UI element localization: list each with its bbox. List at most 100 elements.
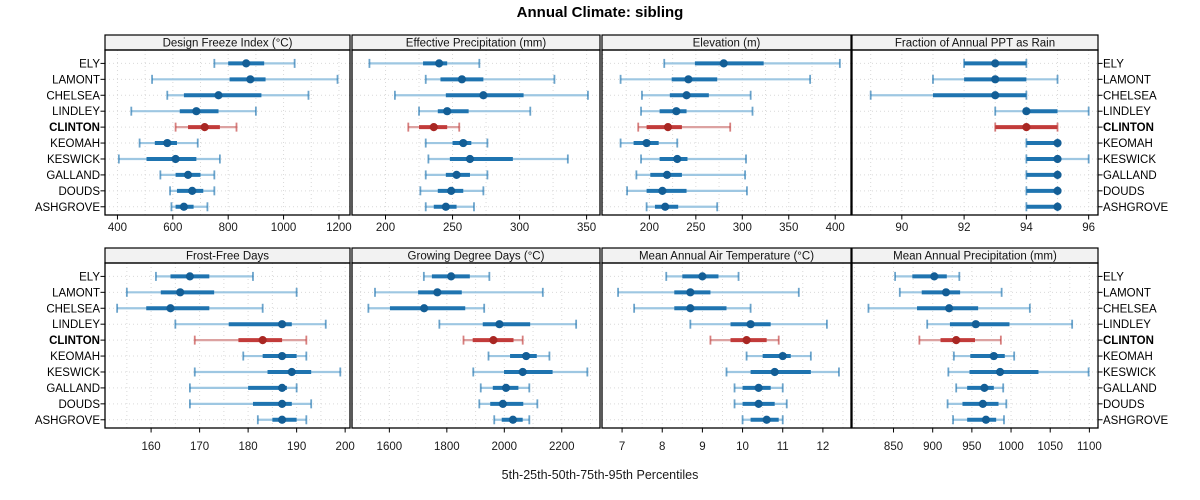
tick-label: 1000 — [271, 222, 297, 234]
panel-mean-annual-air-temp: Mean Annual Air Temperature (°C) 7 8 9 10 11 1… — [601, 247, 852, 453]
median-dot — [200, 123, 209, 132]
site-label-ely: ELY — [79, 58, 100, 70]
tick-label: 7 — [619, 441, 625, 453]
median-dot — [746, 320, 755, 329]
tick-label: 1800 — [434, 441, 460, 453]
percentile-range-chelsea — [867, 303, 1031, 313]
median-dot — [433, 288, 442, 297]
site-label-lindley: LINDLEY — [52, 319, 100, 331]
median-dot — [420, 304, 429, 313]
percentile-range-galland — [1025, 170, 1062, 180]
tick-label: 1200 — [326, 222, 352, 234]
percentile-range-ashgrove — [741, 415, 784, 425]
median-dot — [1053, 186, 1062, 195]
percentile-range-keomah — [1025, 138, 1062, 148]
tick-label: 200 — [376, 222, 395, 234]
median-dot — [673, 154, 682, 164]
tick-label: 400 — [826, 222, 845, 234]
site-label-ely: ELY — [79, 271, 100, 283]
site-label-keswick: KESWICK — [1103, 154, 1156, 166]
median-dot — [1053, 138, 1062, 148]
median-dot — [242, 59, 251, 68]
percentile-range-chelsea — [166, 90, 310, 100]
strip-title-design-freeze-index: Design Freeze Index (°C) — [163, 38, 293, 50]
median-dot — [495, 320, 504, 329]
site-label-lindley: LINDLEY — [1103, 106, 1151, 118]
percentile-range-galland — [635, 170, 746, 180]
median-dot — [642, 138, 651, 148]
site-label-keswick: KESWICK — [47, 154, 100, 166]
tick-label: 900 — [923, 441, 942, 453]
percentile-range-chelsea — [633, 303, 752, 313]
panel-fraction-ppt-rain: Fraction of Annual PPT as Rain 90 92 94 96 — [851, 34, 1103, 234]
panel-border — [601, 262, 852, 429]
percentile-range-keswick — [640, 154, 747, 164]
tick-label: 11 — [777, 441, 789, 453]
median-dot — [995, 367, 1005, 377]
median-dot — [277, 383, 287, 393]
panel-border — [351, 49, 601, 216]
tick-label: 190 — [287, 441, 306, 453]
median-dot — [754, 383, 763, 393]
x-axis-mean-annual-precip: 850 900 950 1000 1050 1100 — [884, 275, 1103, 453]
tick-label: 300 — [733, 222, 752, 234]
median-dot — [686, 288, 695, 297]
percentile-range-douds — [478, 399, 539, 409]
percentile-range-chelsea — [116, 303, 264, 313]
median-dot — [661, 202, 670, 211]
percentile-range-clinton — [918, 335, 1002, 345]
tick-label: 92 — [958, 222, 971, 234]
tick-label: 350 — [577, 222, 596, 234]
x-axis-effective-precipitation: 200 250 300 350 — [376, 215, 596, 234]
median-dot — [663, 123, 673, 132]
site-label-lamont: LAMONT — [52, 74, 100, 86]
median-dot — [518, 367, 527, 377]
tick-label: 9 — [699, 441, 705, 453]
panel-border — [104, 49, 351, 216]
median-dot — [192, 107, 201, 116]
site-label-keomah: KEOMAH — [1103, 351, 1153, 363]
percentile-range-keomah — [242, 351, 308, 361]
site-label-clinton: CLINTON — [49, 335, 100, 347]
percentile-range-douds — [1025, 186, 1062, 196]
percentile-range-lindley — [640, 106, 754, 116]
percentile-range-galland — [479, 383, 531, 393]
percentile-range-clinton — [174, 122, 238, 132]
strip-title-mean-annual-air-temp: Mean Annual Air Temperature (°C) — [639, 251, 814, 263]
percentile-range-keswick — [117, 154, 221, 164]
percentile-range-ashgrove — [170, 202, 209, 212]
site-label-ashgrove: ASHGROVE — [1103, 415, 1169, 427]
tick-label: 1050 — [1037, 441, 1063, 453]
median-dot — [522, 351, 531, 361]
median-dot — [945, 304, 954, 313]
x-axis-design-freeze-index: 400 600 800 1000 1200 — [100, 62, 352, 234]
median-dot — [971, 320, 980, 329]
median-dot — [277, 320, 287, 329]
percentile-range-chelsea — [367, 303, 486, 313]
percentile-range-ely — [665, 271, 740, 281]
site-label-chelsea: CHELSEA — [1103, 90, 1157, 102]
site-label-keswick: KESWICK — [1103, 367, 1156, 379]
percentile-range-ashgrove — [952, 415, 1005, 425]
tick-label: 1600 — [377, 441, 403, 453]
median-dot — [479, 91, 488, 100]
median-dot — [941, 288, 951, 297]
percentile-range-ashgrove — [256, 415, 308, 425]
tick-label: 950 — [962, 441, 981, 453]
percentile-range-keomah — [424, 138, 489, 148]
percentile-range-lindley — [438, 319, 578, 329]
median-dot — [498, 399, 507, 408]
tick-label: 250 — [443, 222, 462, 234]
median-dot — [465, 154, 475, 164]
percentile-range-ely — [663, 58, 841, 68]
median-dot — [698, 272, 707, 281]
median-dot — [989, 351, 998, 361]
site-label-ely: ELY — [1103, 271, 1124, 283]
percentile-range-lindley — [130, 106, 257, 116]
tick-label: 8 — [659, 441, 665, 453]
site-label-douds: DOUDS — [58, 186, 100, 198]
percentile-range-douds — [169, 186, 216, 196]
median-dot — [277, 399, 287, 408]
percentile-range-lamont — [932, 74, 1059, 84]
x-axis-growing-degree-days: 1600 1800 2000 2200 — [377, 428, 575, 453]
